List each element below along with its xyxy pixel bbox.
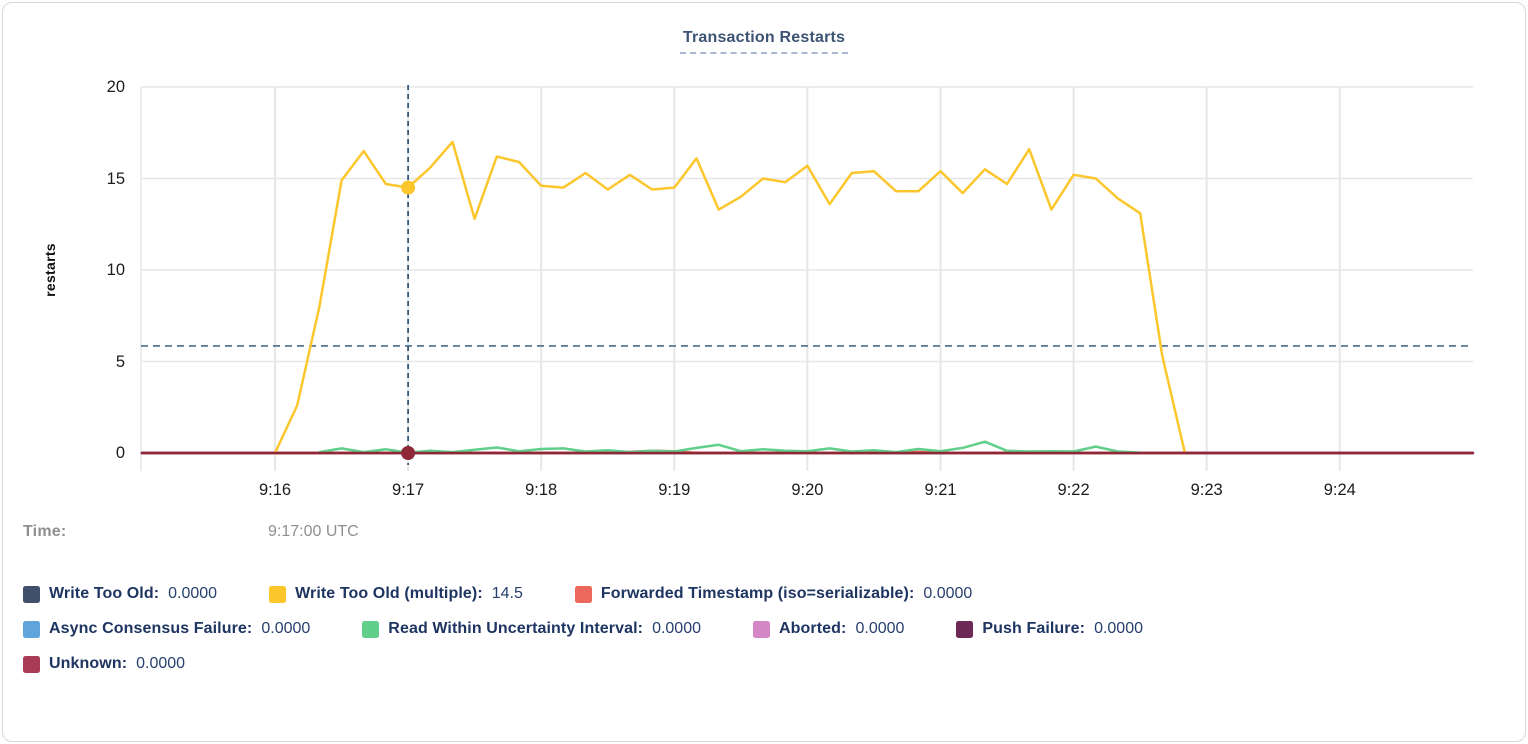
chart-header: Transaction Restarts [3,29,1525,54]
legend-series-value: 14.5 [491,585,523,602]
legend-series-name: Write Too Old: [49,585,160,602]
legend-row: Write Too Old: 0.0000 Write Too Old (multi… [23,585,1513,603]
legend-series-name: Write Too Old (multiple): [295,585,483,602]
transaction-restarts-chart[interactable] [3,3,1526,523]
legend-series-name: Aborted: [779,620,847,637]
hover-time-value: 9:17:00 UTC [268,523,359,540]
x-tick-label: 9:19 [658,481,691,499]
legend-series-name: Forwarded Timestamp (iso=serializable): [600,585,915,602]
y-tick-label: 15 [106,169,125,188]
chart-title[interactable]: Transaction Restarts [679,29,849,54]
legend-row: Async Consensus Failure: 0.0000 Read Withi… [23,620,1513,638]
y-tick-label: 0 [115,444,125,462]
legend-swatch-icon [362,620,380,638]
x-tick-label: 9:22 [1057,481,1090,499]
y-tick-label: 10 [106,261,125,279]
legend-swatch-icon [956,620,974,638]
x-tick-label: 9:21 [924,481,957,499]
legend-swatch-icon [23,655,40,673]
legend-swatch-icon [574,585,592,603]
x-tick-label: 9:20 [791,481,824,499]
series-line [273,140,1186,455]
series-line [318,440,1142,454]
legend-series-value: 0.0000 [855,620,905,637]
legend-item: Read Within Uncertainty Interval: 0.0000 [362,620,701,638]
legend-series-value: 0.0000 [1094,620,1143,637]
legend-swatch-icon [23,620,40,638]
legend-series-name: Push Failure: [982,620,1086,637]
legend-item: Forwarded Timestamp (iso=serializable): 0… [574,585,973,603]
legend-item: Write Too Old: 0.0000 [23,585,217,603]
hover-point-dot [401,180,416,195]
hover-point-dot [401,446,416,460]
hover-legend: Write Too Old: 0.0000 Write Too Old (multi… [23,585,1513,690]
legend-series-value: 0.0000 [652,620,701,637]
legend-item: Push Failure: 0.0000 [956,620,1143,638]
legend-swatch-icon [269,585,287,603]
legend-item: Unknown: 0.0000 [23,655,185,673]
legend-series-value: 0.0000 [923,585,973,602]
x-tick-label: 9:24 [1323,481,1356,499]
legend-swatch-icon [23,585,40,603]
y-tick-label: 20 [106,78,125,96]
legend-series-value: 0.0000 [261,620,311,637]
x-tick-label: 9:23 [1190,481,1223,499]
legend-item: Aborted: 0.0000 [753,620,904,638]
y-tick-label: 5 [115,352,125,371]
legend-series-name: Async Consensus Failure: [49,620,253,637]
x-tick-label: 9:18 [525,481,558,499]
legend-series-value: 0.0000 [168,585,218,602]
legend-series-value: 0.0000 [136,655,186,672]
legend-item: Write Too Old (multiple): 14.5 [269,585,523,603]
legend-swatch-icon [753,620,770,638]
x-tick-label: 9:17 [392,481,425,499]
x-tick-label: 9:16 [258,481,292,499]
legend-row: Unknown: 0.0000 [23,655,1513,673]
legend-item: Async Consensus Failure: 0.0000 [23,620,310,638]
legend-series-name: Read Within Uncertainty Interval: [388,620,644,637]
hover-time-label: Time: [23,523,67,540]
legend-series-name: Unknown: [49,655,128,672]
